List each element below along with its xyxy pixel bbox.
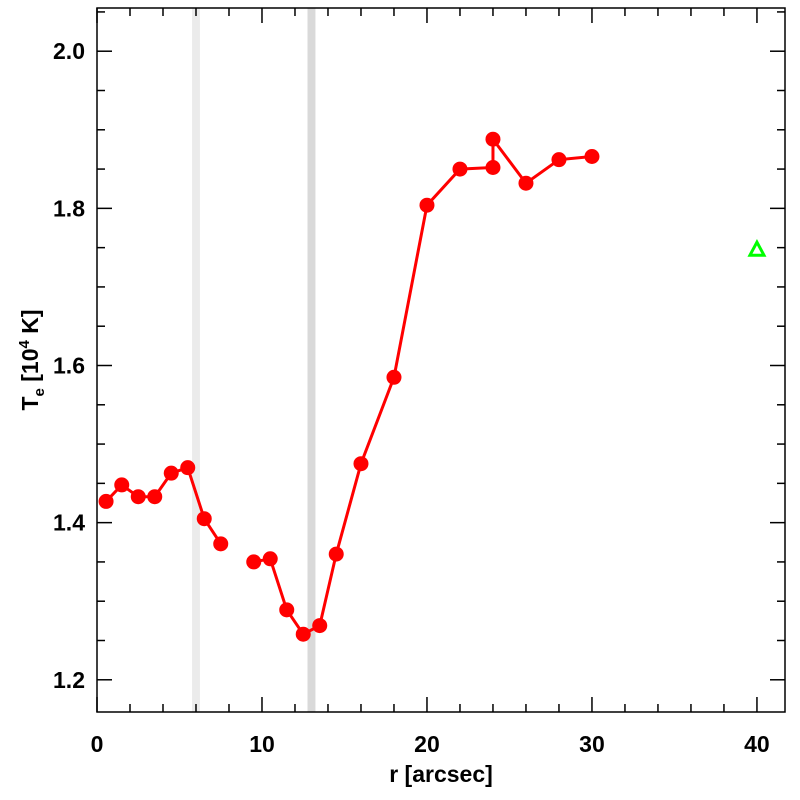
y-label-sup: 4 — [16, 339, 33, 348]
x-tick-label: 40 — [744, 731, 770, 757]
data-point — [246, 554, 262, 570]
x-tick-label: 20 — [414, 731, 440, 757]
data-point — [196, 511, 212, 527]
y-tick-label: 1.2 — [53, 667, 85, 693]
data-point — [551, 152, 567, 168]
y-tick-label: 1.4 — [53, 510, 85, 536]
data-point — [262, 551, 278, 567]
data-point — [312, 618, 328, 634]
x-tick-label: 0 — [91, 731, 104, 757]
x-tick-label: 10 — [249, 731, 275, 757]
data-point — [353, 456, 369, 472]
x-tick-label: 30 — [579, 731, 605, 757]
data-point — [213, 536, 229, 552]
data-point — [452, 161, 468, 177]
data-point — [328, 546, 344, 562]
series-line — [104, 134, 593, 637]
y-label-part: K] — [17, 309, 43, 340]
y-label-part: [10 — [17, 348, 43, 388]
data-point — [114, 477, 130, 493]
data-point — [279, 602, 295, 618]
y-label-part: T — [17, 396, 43, 410]
y-tick-label: 2.0 — [53, 38, 85, 64]
data-point — [163, 465, 179, 481]
y-tick-label: 1.8 — [53, 195, 85, 221]
data-point — [485, 160, 501, 175]
data-point — [518, 175, 534, 191]
y-label-sub: e — [31, 388, 48, 396]
y-tick-label: 1.6 — [53, 353, 85, 379]
data-point — [180, 460, 196, 476]
plot-frame — [96, 7, 786, 713]
data-point — [147, 489, 163, 505]
x-axis-label: r [arcsec] — [389, 761, 493, 787]
data-point — [747, 239, 767, 257]
data-point — [419, 197, 435, 213]
y-axis-label: Te [104 K] — [16, 309, 48, 410]
data-point — [295, 626, 311, 642]
data-point — [584, 149, 600, 164]
shaded-band — [307, 8, 316, 712]
data-point — [485, 131, 501, 147]
data-point — [130, 489, 146, 505]
data-point — [386, 369, 402, 385]
shaded-band — [192, 8, 200, 712]
data-point — [98, 493, 114, 509]
